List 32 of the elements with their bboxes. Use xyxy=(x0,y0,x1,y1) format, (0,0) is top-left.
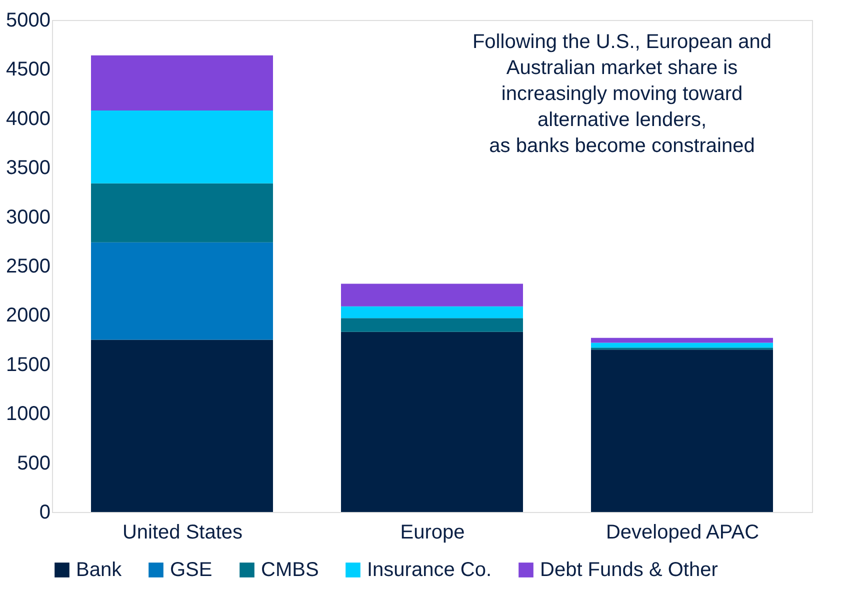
y-tick-label: 1500 xyxy=(6,354,50,376)
bar xyxy=(341,284,523,306)
y-tick-label: 3000 xyxy=(6,206,50,228)
legend-label: Debt Funds & Other xyxy=(540,559,718,581)
legend-label: GSE xyxy=(170,559,212,581)
bar xyxy=(341,332,523,512)
bar xyxy=(91,110,273,184)
bar xyxy=(591,342,773,348)
bar xyxy=(341,306,523,318)
y-tick-label: 1000 xyxy=(6,403,50,426)
y-tick-label: 5000 xyxy=(6,10,50,32)
bar xyxy=(91,340,273,512)
legend-label: CMBS xyxy=(261,559,319,581)
x-tick-label: Europe xyxy=(400,522,465,544)
x-tick-label: Developed APAC xyxy=(606,522,760,544)
y-tick-label: 500 xyxy=(17,452,50,474)
bar xyxy=(91,242,273,340)
bar xyxy=(91,183,273,242)
y-tick-label: 4000 xyxy=(6,108,50,130)
x-tick-label: United States xyxy=(122,522,243,544)
y-tick-label: 2500 xyxy=(6,256,50,278)
legend-label: Bank xyxy=(76,559,123,581)
bar xyxy=(591,350,773,512)
y-tick-label: 0 xyxy=(39,502,50,524)
bar xyxy=(341,318,523,332)
annotation: Following the U.S., European and Australian market share is increasingly moving toward alternative lenders, as banks become constrained xyxy=(472,31,772,157)
bar xyxy=(91,55,273,111)
y-tick-label: 4500 xyxy=(6,58,50,81)
y-tick-label: 2000 xyxy=(6,304,50,327)
legend-label: Insurance Co. xyxy=(367,559,492,581)
bar xyxy=(591,338,773,343)
y-tick-label: 3500 xyxy=(6,157,50,180)
